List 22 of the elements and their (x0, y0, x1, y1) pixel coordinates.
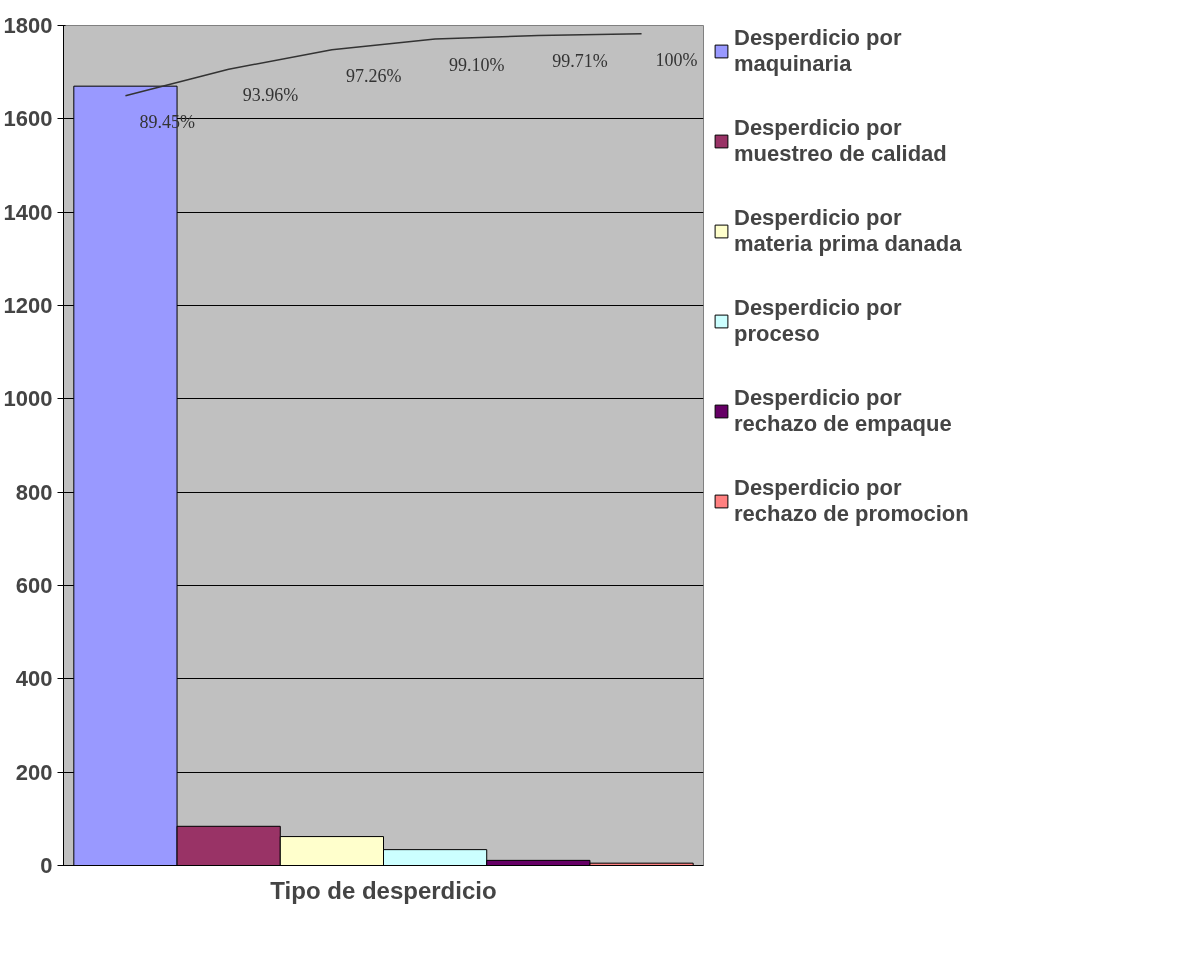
legend-label: Desperdicio por materia prima danada (734, 205, 962, 257)
y-tick-label: 600 (15, 573, 53, 598)
y-tick-label: 1000 (3, 386, 53, 412)
data-label: 99.71% (552, 51, 608, 72)
y-tick-label: 1600 (3, 106, 53, 132)
y-tick-label: 1400 (3, 199, 53, 225)
data-label: 99.10% (449, 55, 505, 76)
x-axis-title: Tipo de desperdicio (270, 876, 497, 904)
y-tick-label: 800 (15, 479, 53, 505)
legend-label: Desperdicio por rechazo de promocion (734, 475, 969, 527)
legend-label: Desperdicio por rechazo de empaque (734, 385, 952, 437)
y-tick-label: 1800 (3, 13, 53, 38)
y-tick-label: 400 (15, 666, 53, 692)
y-tick-label: 0 (40, 853, 53, 878)
y-tick-label: 1200 (3, 293, 53, 318)
data-label: 97.26% (345, 65, 402, 86)
legend-label: Desperdicio por muestreo de calidad (734, 115, 947, 167)
data-label: 93.96% (242, 85, 299, 106)
legend-label: Desperdicio por proceso (734, 295, 902, 347)
legend-label: Desperdicio por maquinaria (734, 25, 902, 77)
data-label: 100% (655, 49, 698, 70)
y-tick-label: 200 (15, 759, 53, 785)
